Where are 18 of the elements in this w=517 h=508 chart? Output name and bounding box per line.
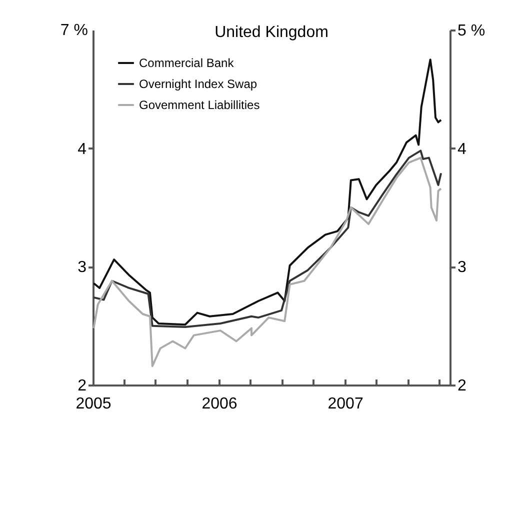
legend-label: Overnight Index Swap: [139, 77, 258, 91]
x-tick-label: 2007: [328, 396, 364, 412]
legend-label: Commercial Bank: [139, 56, 235, 70]
x-tick-label: 2005: [76, 396, 112, 412]
y2-tick-label: 5 %: [458, 22, 486, 40]
x-tick-label: 2006: [202, 396, 238, 412]
legend-label: Govemment Liabillities: [139, 98, 260, 112]
line-series: [92, 150, 442, 328]
y2-tick-label: 3: [458, 259, 466, 276]
y-tick-label: 3: [78, 259, 87, 276]
text: 7 %: [60, 22, 88, 39]
chart-title: United Kingdom: [214, 24, 328, 41]
y-tick-label: 2: [78, 378, 87, 394]
y2-tick-label: 2: [458, 378, 466, 394]
line-series: [92, 58, 442, 326]
y-tick-label: 4: [78, 140, 87, 158]
line-series: [92, 156, 442, 368]
y2-tick-label: 4: [458, 140, 466, 158]
